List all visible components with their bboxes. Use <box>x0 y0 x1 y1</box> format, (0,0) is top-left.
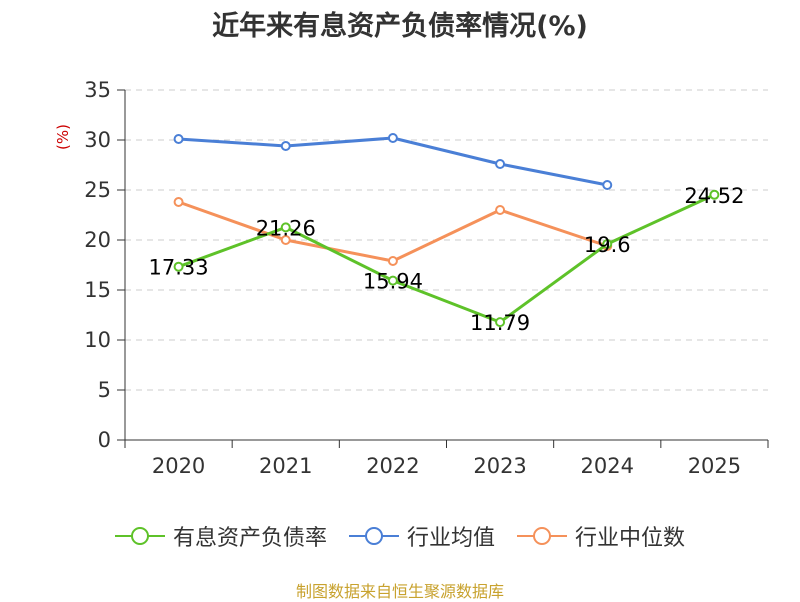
y-tick-label: 15 <box>84 278 111 302</box>
data-label: 17.33 <box>149 256 209 280</box>
data-point <box>173 261 184 272</box>
data-point <box>173 134 184 144</box>
x-tick-label: 2025 <box>688 454 741 478</box>
x-tick-label: 2024 <box>581 454 634 478</box>
data-point <box>495 159 506 169</box>
data-point <box>387 256 398 266</box>
x-tick-label: 2020 <box>152 454 205 478</box>
y-tick-label: 5 <box>98 378 111 402</box>
data-point <box>173 197 184 207</box>
chart-title: 近年来有息资产负债率情况(%) <box>212 11 588 42</box>
series-line-1 <box>178 136 608 187</box>
y-tick-label: 10 <box>84 328 111 352</box>
data-label: 19.6 <box>584 233 631 257</box>
data-point <box>602 239 613 249</box>
y-tick-label: 35 <box>84 78 111 102</box>
legend-label: 行业均值 <box>406 526 495 551</box>
legend-item-series-2[interactable]: 行业中位数 <box>517 520 685 552</box>
source-note: 制图数据来自恒生聚源数据库 <box>295 582 504 601</box>
x-tick-label: 2021 <box>259 454 312 478</box>
data-label: 21.26 <box>256 216 316 240</box>
data-point <box>280 141 291 151</box>
x-tick-label: 2023 <box>473 454 526 478</box>
legend-marker-icon <box>114 527 165 545</box>
series-line-0 <box>178 193 716 324</box>
data-point <box>280 235 291 245</box>
data-label: 15.94 <box>363 270 423 294</box>
y-tick-label: 20 <box>84 228 111 252</box>
data-point <box>495 317 506 328</box>
legend-item-series-0[interactable]: 有息资产负债率 <box>114 520 327 552</box>
data-label: 24.52 <box>684 184 744 208</box>
data-point <box>387 133 398 143</box>
data-point <box>280 222 291 233</box>
legend-label: 行业中位数 <box>575 526 686 551</box>
series-line-2 <box>178 200 608 263</box>
data-point <box>602 180 613 190</box>
data-point <box>387 275 398 286</box>
data-point <box>495 205 506 215</box>
data-label: 11.79 <box>470 311 530 335</box>
legend-marker-icon <box>348 527 399 545</box>
legend-item-series-1[interactable]: 行业均值 <box>348 520 495 552</box>
legend-marker-icon <box>517 527 567 545</box>
y-tick-label: 30 <box>84 128 111 152</box>
y-tick-label: 25 <box>84 178 111 202</box>
legend: 有息资产负债率 行业均值 行业中位数 <box>0 520 800 552</box>
x-tick-label: 2022 <box>366 454 419 478</box>
y-tick-label: 0 <box>98 428 111 452</box>
legend-label: 有息资产负债率 <box>172 526 327 551</box>
data-point <box>709 189 720 200</box>
